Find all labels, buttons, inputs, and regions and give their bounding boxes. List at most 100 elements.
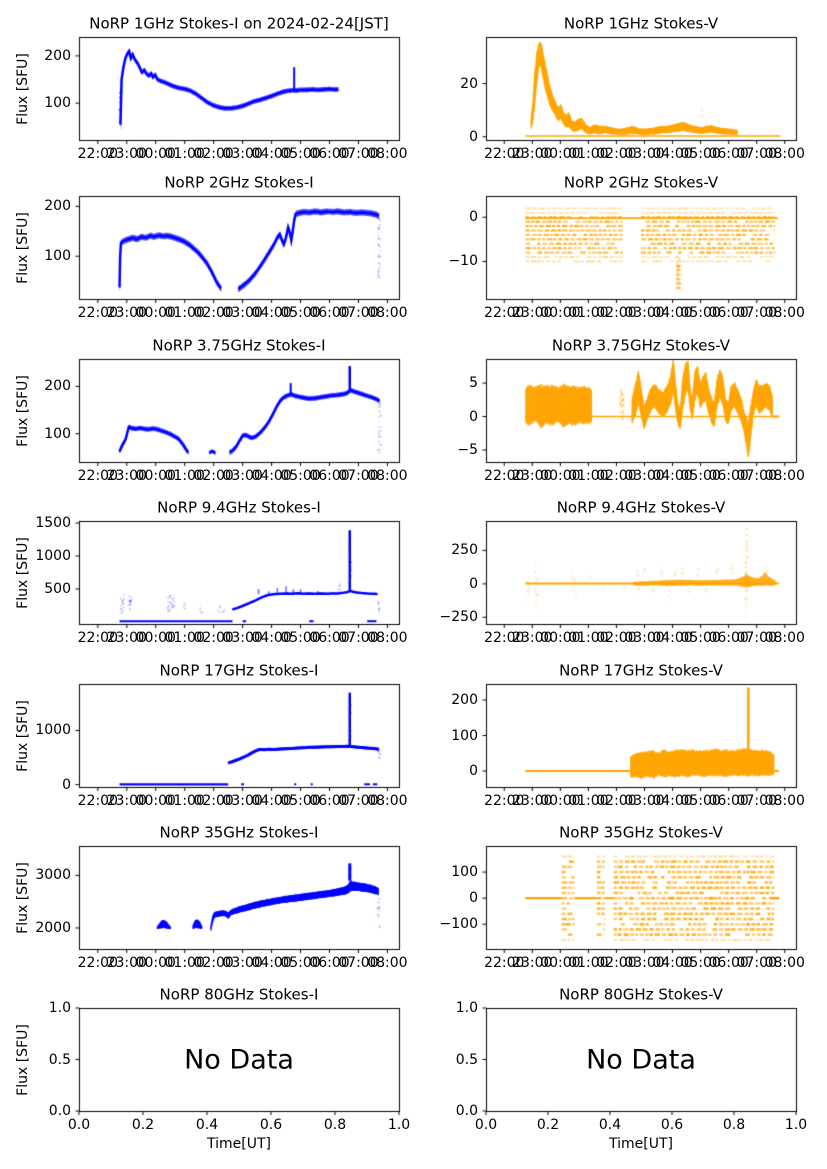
x-tick-17ghz-i-10: 08:00 — [367, 793, 408, 809]
x-tick-1ghz-v-8: 06:00 — [708, 146, 749, 162]
x-tick-35ghz-v-7: 05:00 — [680, 955, 721, 971]
no-data-annotation-80ghz-i: No Data — [184, 1044, 294, 1075]
x-tick-3_75ghz-i-10: 08:00 — [367, 468, 408, 484]
x-axis-label-80ghz-v: Time[UT] — [609, 1136, 673, 1152]
x-tick-3_75ghz-v-7: 05:00 — [680, 468, 721, 484]
y-tick-80ghz-i-0.5: 0.5 — [48, 1051, 71, 1068]
x-tick-1ghz-i-8: 06:00 — [309, 146, 350, 162]
x-tick-17ghz-i-3: 01:00 — [164, 793, 205, 809]
x-tick-17ghz-v-2: 00:00 — [540, 793, 581, 809]
x-tick-9_4ghz-i-7: 05:00 — [280, 630, 321, 646]
x-tick-9_4ghz-v-9: 07:00 — [736, 630, 777, 646]
panel-title-3_75ghz-v: NoRP 3.75GHz Stokes-V — [551, 336, 731, 355]
x-tick-80ghz-i-2: 0.4 — [195, 1117, 219, 1133]
y-tick-9_4ghz-i-500: 500 — [44, 581, 71, 597]
x-tick-2ghz-v-4: 02:00 — [596, 305, 637, 321]
x-tick-9_4ghz-i-1: 23:00 — [106, 630, 147, 646]
x-tick-17ghz-i-0: 22:00 — [77, 793, 118, 809]
x-tick-2ghz-i-4: 02:00 — [193, 305, 234, 321]
x-tick-80ghz-v-4: 0.8 — [722, 1117, 746, 1133]
x-tick-17ghz-v-8: 06:00 — [708, 793, 749, 809]
panel-title-80ghz-i: NoRP 80GHz Stokes-I — [159, 985, 319, 1004]
x-tick-1ghz-v-4: 02:00 — [596, 146, 637, 162]
x-tick-17ghz-v-0: 22:00 — [484, 793, 525, 809]
x-tick-1ghz-v-2: 00:00 — [540, 146, 581, 162]
x-tick-3_75ghz-i-5: 03:00 — [222, 468, 263, 484]
y-axis-label-9_4ghz-i: Flux [SFU] — [15, 536, 31, 609]
x-tick-2ghz-v-6: 04:00 — [652, 305, 693, 321]
x-tick-80ghz-v-2: 0.4 — [598, 1117, 622, 1133]
x-tick-35ghz-i-0: 22:00 — [77, 955, 118, 971]
x-tick-1ghz-v-7: 05:00 — [680, 146, 721, 162]
x-tick-17ghz-v-4: 02:00 — [596, 793, 637, 809]
x-tick-17ghz-i-8: 06:00 — [309, 793, 350, 809]
x-tick-9_4ghz-v-10: 08:00 — [764, 630, 805, 646]
x-tick-3_75ghz-v-5: 03:00 — [624, 468, 665, 484]
x-tick-2ghz-v-9: 07:00 — [736, 305, 777, 321]
x-tick-17ghz-v-9: 07:00 — [736, 793, 777, 809]
y-axis-label-35ghz-i: Flux [SFU] — [15, 861, 31, 934]
y-tick-35ghz-i-2000: 2000 — [35, 919, 71, 936]
x-tick-1ghz-v-1: 23:00 — [512, 146, 553, 162]
x-tick-1ghz-v-10: 08:00 — [764, 146, 805, 162]
x-tick-9_4ghz-v-7: 05:00 — [680, 630, 721, 646]
panel-title-80ghz-v: NoRP 80GHz Stokes-V — [559, 985, 723, 1004]
x-tick-17ghz-v-7: 05:00 — [680, 793, 721, 809]
x-tick-2ghz-v-0: 22:00 — [484, 305, 525, 321]
x-tick-1ghz-i-7: 05:00 — [280, 146, 321, 162]
x-tick-17ghz-i-9: 07:00 — [338, 793, 379, 809]
x-tick-2ghz-i-9: 07:00 — [338, 305, 379, 321]
x-tick-2ghz-i-8: 06:00 — [309, 305, 350, 321]
x-tick-2ghz-i-10: 08:00 — [367, 305, 408, 321]
no-data-annotation-80ghz-v: No Data — [586, 1044, 696, 1075]
x-tick-2ghz-v-1: 23:00 — [512, 305, 553, 321]
x-tick-35ghz-v-10: 08:00 — [764, 955, 805, 971]
x-tick-1ghz-i-6: 04:00 — [251, 146, 292, 162]
y-tick-1ghz-v-0: 0 — [469, 128, 478, 145]
x-tick-35ghz-i-3: 01:00 — [164, 955, 205, 971]
x-tick-1ghz-i-0: 22:00 — [77, 146, 118, 162]
y-tick-80ghz-i-0.0: 0.0 — [48, 1103, 71, 1119]
x-tick-3_75ghz-v-0: 22:00 — [484, 468, 525, 484]
x-tick-3_75ghz-i-7: 05:00 — [280, 468, 321, 484]
y-tick-80ghz-i-1.0: 1.0 — [48, 1000, 71, 1016]
x-tick-80ghz-v-1: 0.2 — [536, 1117, 560, 1133]
panel-title-35ghz-i: NoRP 35GHz Stokes-I — [159, 823, 319, 842]
x-tick-35ghz-v-2: 00:00 — [540, 955, 581, 971]
y-tick-2ghz-i-100: 100 — [44, 248, 71, 265]
y-axis-label-17ghz-i: Flux [SFU] — [15, 699, 31, 772]
x-tick-35ghz-v-5: 03:00 — [624, 955, 665, 971]
y-tick-35ghz-v-0: 0 — [469, 890, 478, 907]
panel-title-9_4ghz-i: NoRP 9.4GHz Stokes-I — [157, 498, 321, 517]
x-tick-35ghz-v-1: 23:00 — [512, 955, 553, 971]
x-tick-1ghz-i-5: 03:00 — [222, 146, 263, 162]
x-tick-3_75ghz-v-9: 07:00 — [736, 468, 777, 484]
x-tick-80ghz-i-0: 0.0 — [67, 1117, 91, 1133]
x-tick-17ghz-i-1: 23:00 — [106, 793, 147, 809]
x-tick-9_4ghz-v-4: 02:00 — [596, 630, 637, 646]
y-axis-label-1ghz-i: Flux [SFU] — [15, 52, 31, 125]
x-tick-1ghz-i-9: 07:00 — [338, 146, 379, 162]
x-tick-1ghz-i-4: 02:00 — [193, 146, 234, 162]
x-tick-9_4ghz-v-2: 00:00 — [540, 630, 581, 646]
y-tick-1ghz-i-200: 200 — [44, 47, 71, 64]
x-tick-9_4ghz-v-8: 06:00 — [708, 630, 749, 646]
y-tick-3_75ghz-v-5: 5 — [469, 375, 478, 392]
x-tick-35ghz-i-1: 23:00 — [106, 955, 147, 971]
x-tick-9_4ghz-i-4: 02:00 — [193, 630, 234, 646]
x-tick-9_4ghz-v-0: 22:00 — [484, 630, 525, 646]
y-tick-17ghz-v-100: 100 — [451, 727, 478, 744]
x-tick-35ghz-v-9: 07:00 — [736, 955, 777, 971]
x-tick-9_4ghz-v-5: 03:00 — [624, 630, 665, 646]
x-tick-35ghz-i-8: 06:00 — [309, 955, 350, 971]
x-tick-1ghz-i-1: 23:00 — [106, 146, 147, 162]
y-tick-2ghz-v-0: 0 — [469, 209, 478, 226]
x-tick-2ghz-v-3: 01:00 — [568, 305, 609, 321]
x-tick-17ghz-i-5: 03:00 — [222, 793, 263, 809]
y-tick-80ghz-v-0.0: 0.0 — [455, 1103, 478, 1119]
panel-title-17ghz-v: NoRP 17GHz Stokes-V — [559, 661, 723, 680]
x-tick-3_75ghz-v-8: 06:00 — [708, 468, 749, 484]
y-tick-80ghz-v-0.5: 0.5 — [455, 1051, 478, 1068]
x-tick-35ghz-i-7: 05:00 — [280, 955, 321, 971]
panel-title-3_75ghz-i: NoRP 3.75GHz Stokes-I — [152, 336, 326, 355]
